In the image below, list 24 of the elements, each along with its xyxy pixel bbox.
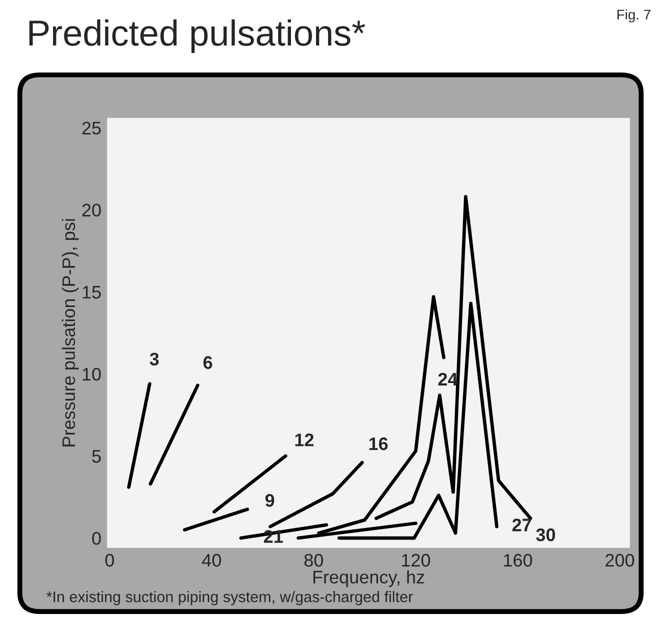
annotation: 30 [536, 528, 555, 542]
y-tick-label: 0 [92, 532, 101, 545]
y-tick-label: 10 [82, 368, 101, 381]
annotation: 9 [265, 494, 274, 507]
y-tick-label: 25 [82, 122, 101, 134]
annotation: 6 [203, 356, 212, 369]
x-tick-label: 80 [304, 554, 324, 567]
annotation: 27 [512, 518, 532, 532]
x-tick-label: 0 [105, 554, 114, 567]
text: *In existing suction piping system, w/gas-charged filter [46, 591, 413, 606]
y-tick-label: 15 [82, 286, 101, 299]
annotation: 12 [295, 434, 314, 446]
caption: Fig. 7 [617, 9, 650, 22]
y-tick-label: 5 [92, 450, 101, 463]
x-tick-label: 160 [504, 554, 532, 567]
x-tick-label: 120 [402, 554, 430, 567]
x-axis-title: Frequency, hz [313, 570, 424, 588]
x-tick-label: 200 [606, 554, 634, 567]
annotation: 3 [150, 352, 159, 366]
annotation: 16 [369, 437, 388, 450]
x-tick-label: 40 [202, 554, 221, 567]
chart-title: Predicted pulsations* [29, 19, 366, 54]
y-tick-label: 20 [82, 204, 101, 217]
y-axis-title: Pressure pulsation (P-P), psi [62, 219, 79, 446]
